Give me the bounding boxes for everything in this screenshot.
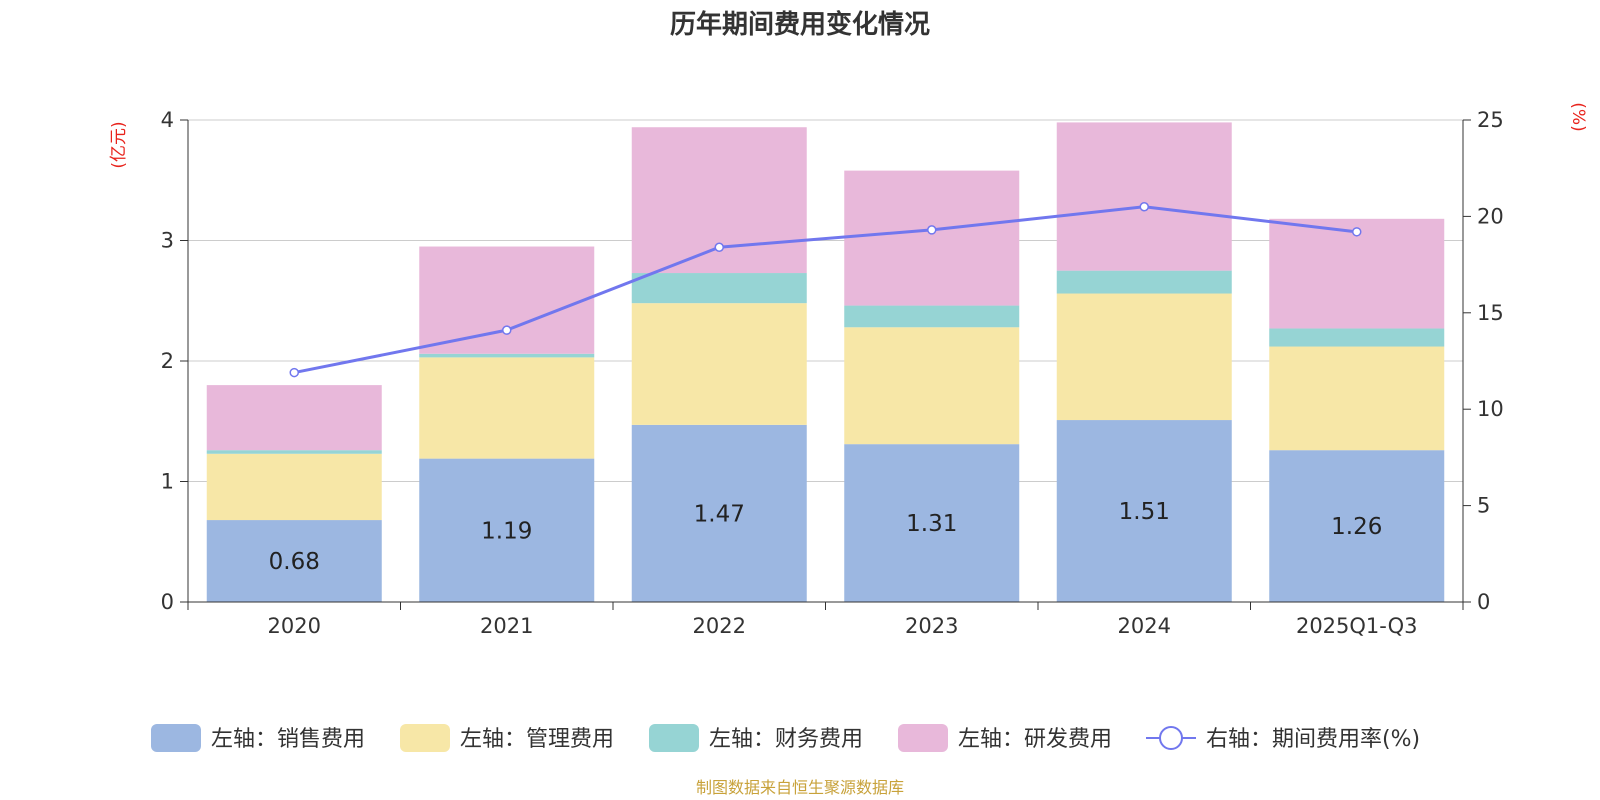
bar-segment: [844, 170, 1020, 306]
x-axis-tick-label: 2022: [693, 614, 746, 638]
bar-segment: [631, 424, 807, 602]
rate-point: [502, 325, 512, 335]
rate-line: [289, 202, 1362, 378]
x-axis-tick-label: 2023: [905, 614, 958, 638]
bar-segment: [1056, 122, 1232, 271]
data-label: 0.68: [269, 549, 320, 575]
x-axis-tick-label: 2024: [1118, 614, 1171, 638]
axes: 0 1 2 3 4 0 5 10 15 20 25 (亿元) (%) 2020 2021 2022 2023 20…: [109, 102, 1588, 638]
right-axis-tick-label: 15: [1477, 301, 1504, 325]
right-axis-tick-label: 0: [1477, 590, 1490, 614]
left-axis-tick-label: 0: [161, 590, 174, 614]
bar-segment: [206, 385, 382, 451]
bar-segment: [206, 453, 382, 521]
bar-segment: [419, 458, 595, 602]
rate-point: [1352, 227, 1362, 237]
data-labels: 0.68 1.19 1.47 1.31 1.51 1.26: [269, 499, 1383, 575]
source-note: 制图数据来自恒生聚源数据库: [696, 778, 904, 797]
bar-segment: [844, 327, 1020, 445]
bar-segment: [1056, 420, 1232, 602]
bar-segment: [419, 357, 595, 459]
bar-segment: [419, 246, 595, 354]
grid-lines: [188, 119, 1463, 482]
legend-swatch: [649, 724, 699, 752]
bar-segment: [844, 444, 1020, 602]
bar-segment: [1269, 328, 1445, 347]
bar-segment: [631, 273, 807, 304]
right-axis-unit: (%): [1568, 102, 1588, 131]
right-axis-tick-label: 25: [1477, 108, 1504, 132]
data-label: 1.51: [1119, 499, 1170, 525]
right-axis-tick-label: 20: [1477, 204, 1504, 228]
bar-segment: [631, 303, 807, 425]
data-label: 1.31: [906, 511, 957, 537]
legend-swatch: [898, 724, 948, 752]
right-axis-tick-label: 10: [1477, 397, 1504, 421]
bar-segment: [844, 305, 1020, 328]
data-label: 1.19: [481, 518, 532, 544]
legend-label: 左轴：管理费用: [460, 727, 614, 752]
rate-point: [927, 225, 937, 235]
legend-label: 左轴：销售费用: [211, 727, 365, 752]
left-axis-tick-label: 4: [161, 108, 174, 132]
bars: [206, 122, 1445, 602]
chart-title: 历年期间费用变化情况: [670, 9, 930, 40]
bar-segment: [1056, 293, 1232, 421]
bar-segment: [1269, 346, 1445, 451]
left-axis-tick-label: 3: [161, 229, 174, 253]
rate-point: [1139, 202, 1149, 212]
x-axis-tick-label: 2025Q1-Q3: [1296, 614, 1418, 638]
x-axis-tick-label: 2020: [268, 614, 321, 638]
bar-segment: [206, 450, 382, 454]
x-axis-tick-label: 2021: [480, 614, 533, 638]
legend-swatch: [400, 724, 450, 752]
rate-point: [289, 367, 299, 378]
legend-swatch: [151, 724, 201, 752]
right-axis-tick-label: 5: [1477, 494, 1490, 518]
left-axis-tick-label: 2: [161, 349, 174, 373]
legend-label: 左轴：研发费用: [958, 727, 1112, 752]
data-label: 1.26: [1331, 514, 1382, 540]
left-axis-unit: (亿元): [109, 121, 129, 168]
bar-segment: [1056, 270, 1232, 294]
bar-segment: [1269, 218, 1445, 329]
legend-label: 左轴：财务费用: [709, 727, 863, 752]
bar-segment: [206, 520, 382, 602]
rate-line-path: [293, 205, 1357, 375]
legend: 左轴：销售费用 左轴：管理费用 左轴：财务费用 左轴：研发费用 右轴：期间费用率(%): [151, 724, 1420, 752]
legend-label: 右轴：期间费用率(%): [1206, 727, 1420, 752]
bar-segment: [419, 353, 595, 358]
data-label: 1.47: [694, 501, 745, 527]
legend-marker: [1159, 726, 1183, 750]
left-axis-tick-label: 1: [161, 470, 174, 494]
bar-segment: [1269, 450, 1445, 602]
rate-point: [714, 242, 724, 252]
